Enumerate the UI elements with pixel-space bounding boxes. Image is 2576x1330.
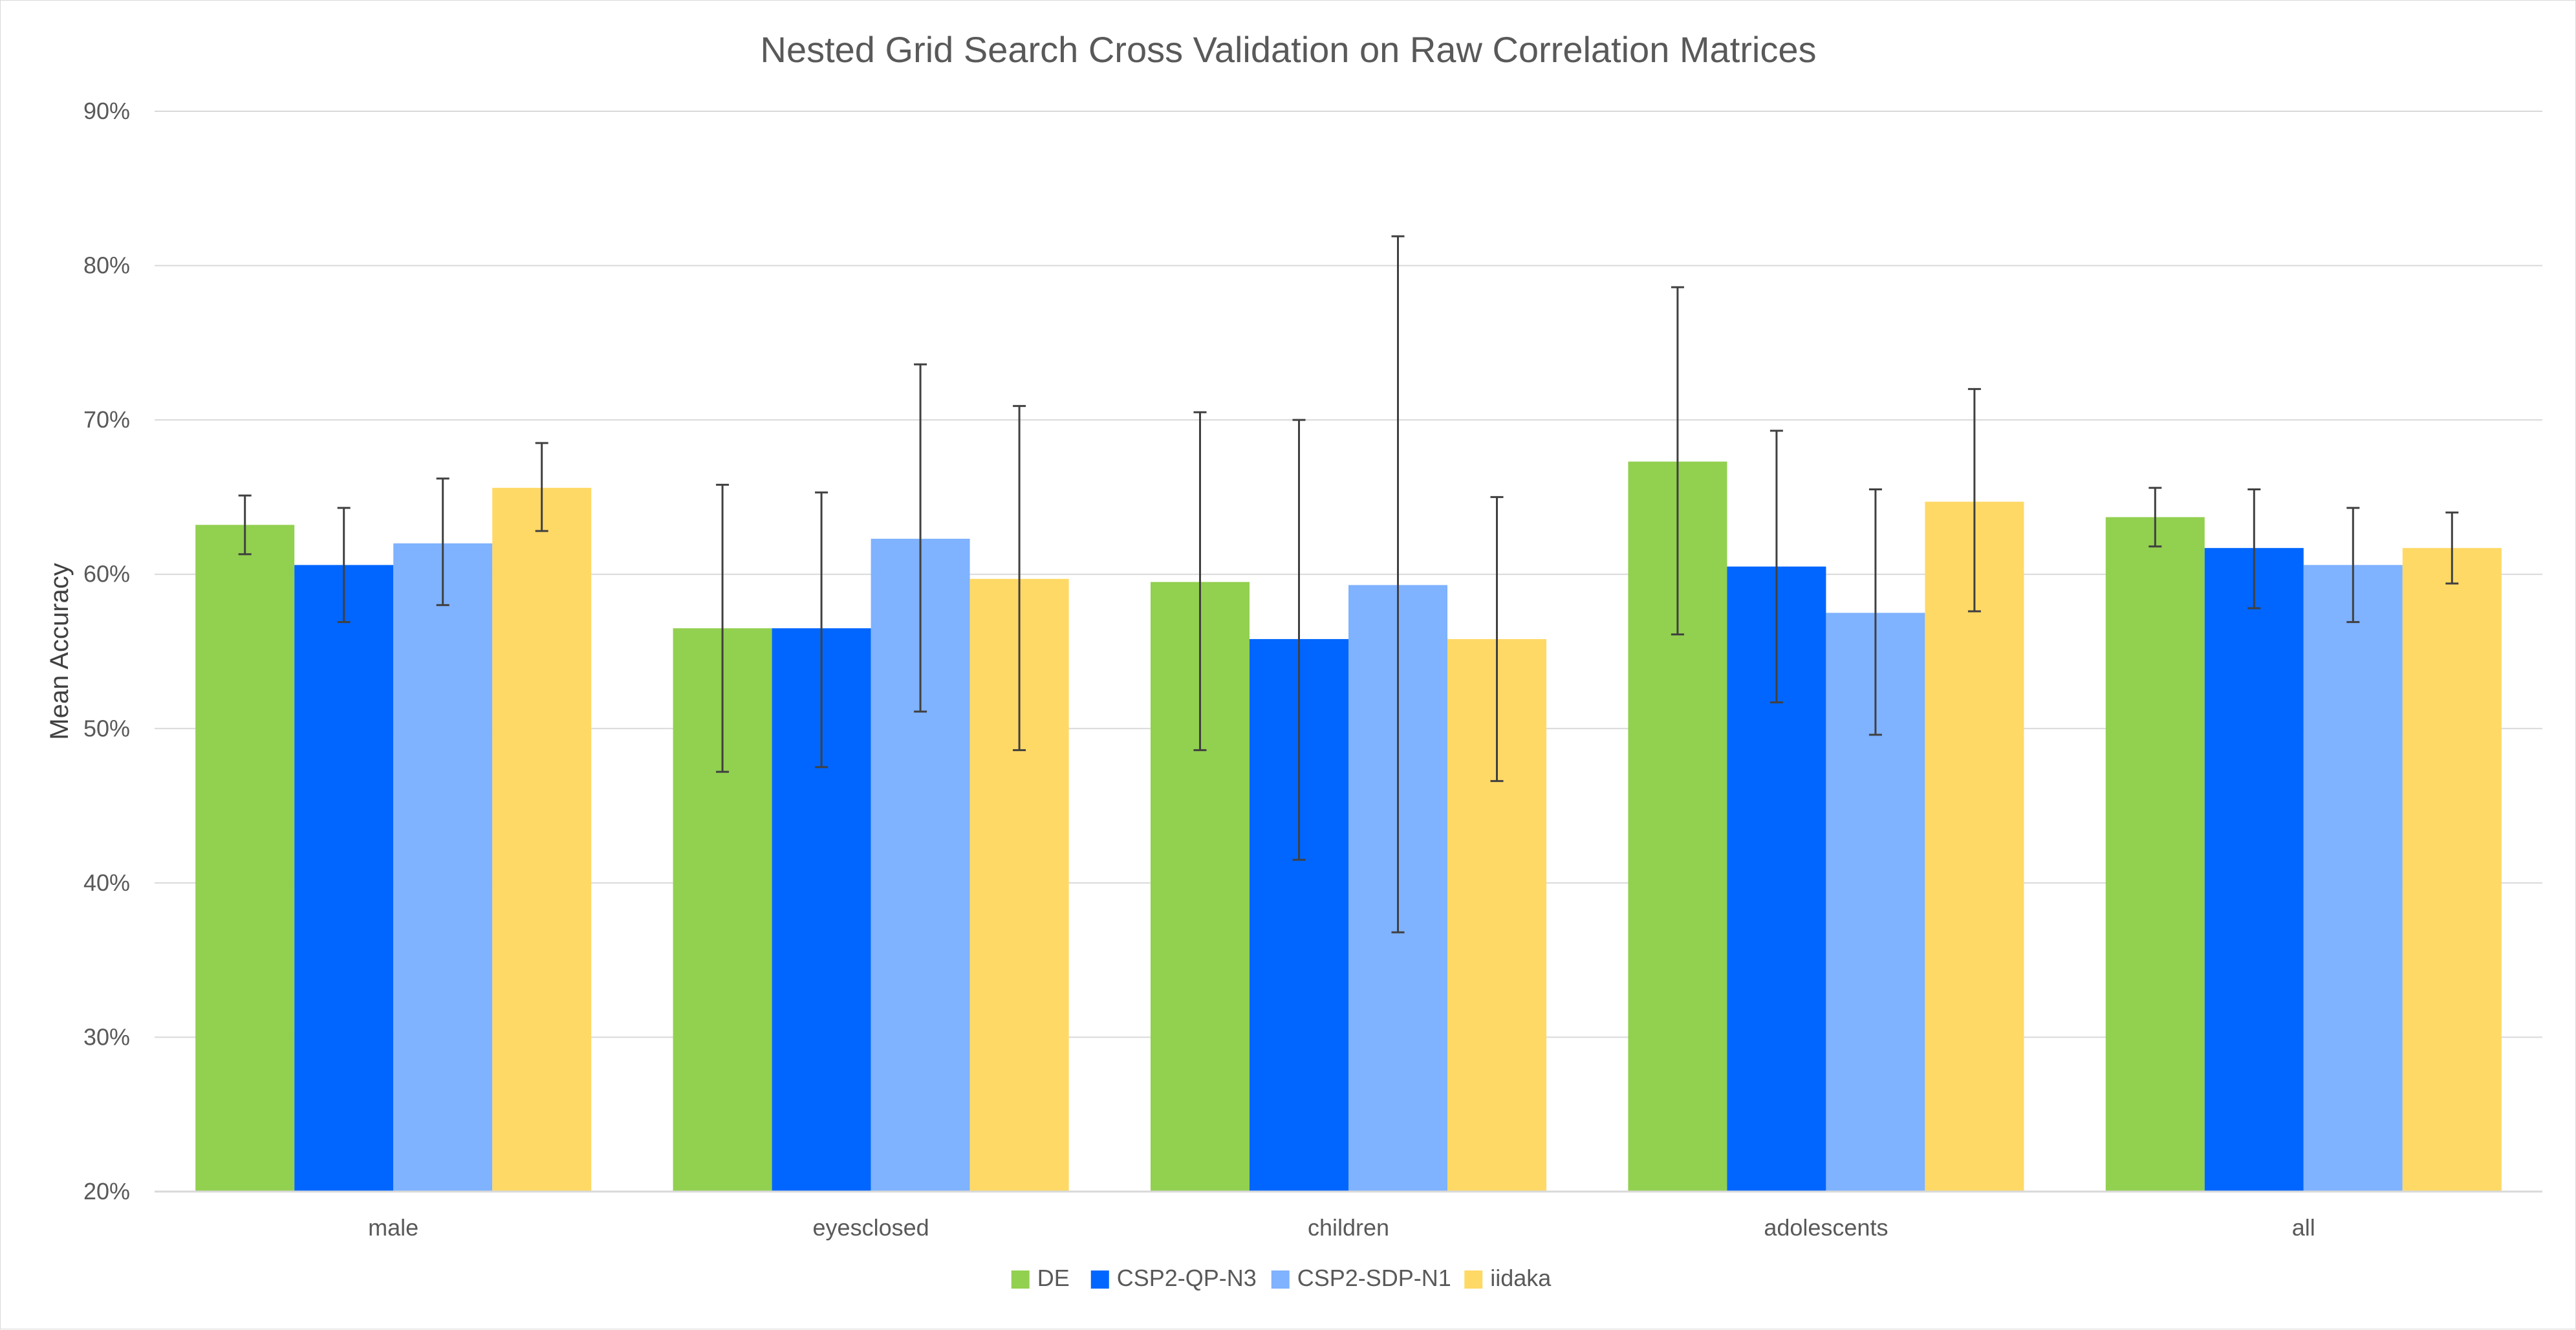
bar-iidaka-adolescents — [1925, 501, 2024, 1192]
error-bars — [238, 235, 2459, 933]
x-tick-label: adolescents — [1764, 1214, 1888, 1241]
y-tick-label: 20% — [83, 1178, 130, 1205]
error-bar-de-adolescents — [1671, 286, 1684, 636]
y-tick-label: 30% — [83, 1023, 130, 1050]
error-bar-csp2-sdp-n1-adolescents — [1868, 488, 1882, 736]
y-tick-label: 80% — [83, 252, 130, 279]
error-bar-csp2-qp-n3-male — [337, 507, 351, 624]
chart-title: Nested Grid Search Cross Validation on R… — [761, 29, 1817, 70]
legend-label: CSP2-SDP-N1 — [1297, 1265, 1451, 1291]
bar-csp2-sdp-n1-male — [393, 543, 493, 1192]
bar-iidaka-male — [492, 488, 592, 1192]
x-tick-label: all — [2292, 1214, 2315, 1241]
bar-de-all — [2105, 517, 2205, 1192]
error-bar-iidaka-male — [535, 442, 548, 532]
error-bar-csp2-sdp-n1-male — [436, 477, 449, 606]
x-tick-label: eyesclosed — [813, 1214, 929, 1241]
legend-item-csp2-sdp-n1: CSP2-SDP-N1 — [1271, 1265, 1451, 1291]
error-bar-iidaka-all — [2445, 511, 2459, 585]
bar-csp2-qp-n3-all — [2204, 548, 2304, 1192]
y-axis-label: Mean Accuracy — [45, 563, 74, 739]
legend-label: CSP2-QP-N3 — [1117, 1265, 1257, 1291]
y-axis-ticks: 20% 30% 40% 50% 60% 70% 80% 90% — [83, 98, 130, 1205]
error-bar-de-all — [2148, 486, 2162, 548]
legend-swatch — [1090, 1270, 1109, 1289]
error-bar-csp2-qp-n3-all — [2247, 488, 2261, 609]
error-bar-csp2-qp-n3-adolescents — [1770, 430, 1783, 704]
x-tick-label: children — [1308, 1214, 1389, 1241]
error-bar-de-children — [1193, 411, 1207, 752]
error-bar-csp2-qp-n3-eyesclosed — [815, 491, 828, 769]
bar-csp2-sdp-n1-all — [2303, 565, 2403, 1192]
error-bar-iidaka-adolescents — [1967, 387, 1981, 613]
error-bar-iidaka-children — [1490, 496, 1504, 782]
error-bar-de-eyesclosed — [716, 483, 730, 773]
y-tick-label: 40% — [83, 869, 130, 896]
bar-de-male — [195, 525, 295, 1192]
legend-swatch — [1011, 1270, 1030, 1289]
x-axis-ticks: male eyesclosed children adolescents all — [368, 1214, 2315, 1241]
bars — [195, 461, 2502, 1192]
legend-item-iidaka: iidaka — [1464, 1265, 1552, 1291]
legend-swatch — [1464, 1270, 1483, 1289]
legend-item-csp2-qp-n3: CSP2-QP-N3 — [1090, 1265, 1257, 1291]
error-bar-csp2-qp-n3-children — [1292, 419, 1306, 861]
y-tick-label: 60% — [83, 561, 130, 587]
legend-label: DE — [1037, 1265, 1070, 1291]
error-bar-csp2-sdp-n1-eyesclosed — [914, 363, 927, 713]
y-tick-label: 70% — [83, 406, 130, 433]
error-bar-csp2-sdp-n1-children — [1391, 235, 1405, 933]
error-bar-csp2-sdp-n1-all — [2346, 507, 2360, 624]
legend-item-de: DE — [1011, 1265, 1070, 1291]
bar-iidaka-all — [2402, 548, 2502, 1192]
y-tick-label: 50% — [83, 715, 130, 741]
bar-csp2-qp-n3-male — [294, 565, 394, 1192]
y-tick-label: 90% — [83, 98, 130, 124]
error-bar-de-male — [238, 494, 252, 556]
legend-swatch — [1271, 1270, 1290, 1289]
x-tick-label: male — [368, 1214, 418, 1241]
legend: DE CSP2-QP-N3 CSP2-SDP-N1 iidaka — [1011, 1265, 1552, 1291]
error-bar-iidaka-eyesclosed — [1013, 405, 1026, 752]
legend-label: iidaka — [1490, 1265, 1552, 1291]
